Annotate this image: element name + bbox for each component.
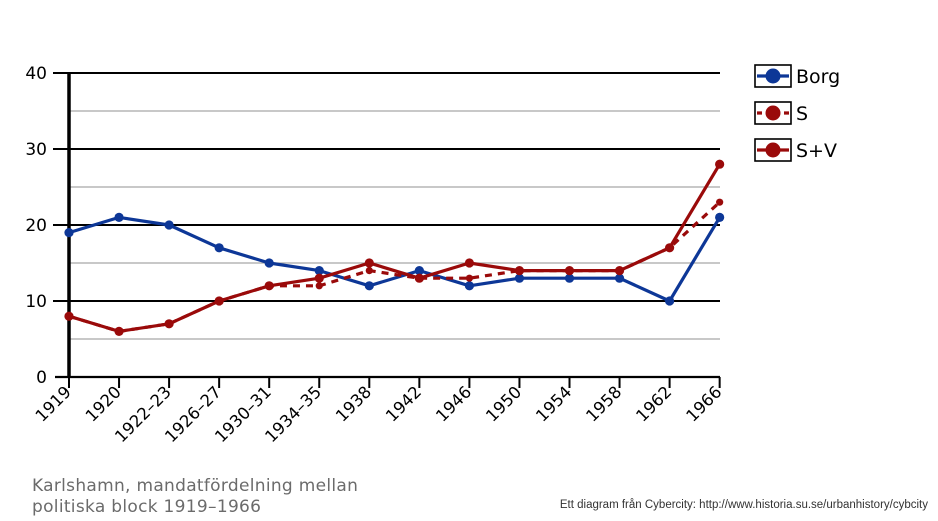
data-point <box>164 220 174 230</box>
chart-caption: Karlshamn, mandatfördelning mellan polit… <box>32 476 392 518</box>
legend-entry: Borg <box>754 64 840 88</box>
data-point <box>564 273 575 283</box>
x-tick-label: 1919 <box>32 382 75 425</box>
x-tick-label: 1920 <box>82 382 125 425</box>
series-line <box>68 163 722 333</box>
x-tick-label: 1966 <box>682 382 725 425</box>
data-point <box>214 243 224 253</box>
data-point <box>264 258 274 268</box>
data-point <box>264 281 274 291</box>
data-point <box>214 296 224 306</box>
legend-entry: S <box>754 101 808 125</box>
x-tick-label: 1962 <box>632 382 675 425</box>
data-point <box>514 266 525 276</box>
legend-swatch-marker <box>765 105 781 121</box>
data-point <box>464 258 474 268</box>
data-point <box>665 296 675 306</box>
data-point <box>716 198 724 206</box>
source-credit: Ett diagram från Cybercity: http://www.h… <box>559 499 928 511</box>
x-tick-label: 1954 <box>532 382 575 425</box>
x-tick-label: 1958 <box>582 382 625 425</box>
x-tick-label: 1942 <box>382 382 425 425</box>
data-point <box>64 311 74 321</box>
data-point <box>465 274 473 282</box>
data-point <box>314 273 324 283</box>
data-point <box>64 228 74 238</box>
legend-swatch-marker <box>765 68 781 84</box>
data-point <box>514 273 525 283</box>
data-point <box>414 273 424 283</box>
y-tick-label: 10 <box>25 292 47 312</box>
data-point <box>614 266 625 276</box>
data-point <box>715 212 725 222</box>
data-point <box>715 159 725 169</box>
x-tick-label: 1938 <box>332 382 375 425</box>
y-tick-label: 0 <box>36 368 47 388</box>
data-point <box>414 266 424 276</box>
data-point <box>614 273 625 283</box>
grid <box>53 72 720 340</box>
x-tick-label: 1950 <box>482 382 525 425</box>
plot-area <box>64 159 725 336</box>
legend-label: S <box>796 103 808 125</box>
y-tick-label: 40 <box>25 64 47 84</box>
data-point <box>164 319 174 329</box>
data-point <box>315 282 323 290</box>
y-tick-label: 30 <box>25 140 47 160</box>
data-point <box>464 281 474 291</box>
data-point <box>365 267 373 275</box>
data-point <box>364 281 374 291</box>
data-point <box>564 266 575 276</box>
legend: Borg S S+V <box>754 64 840 162</box>
y-tick-label: 20 <box>25 216 47 236</box>
series-line <box>68 215 722 303</box>
x-tick-label: 1946 <box>432 382 475 425</box>
caption-line-2: politiska block 1919–1966 <box>32 497 262 517</box>
legend-swatch-marker <box>765 142 781 158</box>
data-point <box>114 326 124 336</box>
legend-entry: S+V <box>754 138 837 162</box>
legend-label: S+V <box>796 140 837 162</box>
data-point <box>114 212 124 222</box>
legend-label: Borg <box>796 66 840 88</box>
data-point <box>314 266 324 276</box>
caption-line-1: Karlshamn, mandatfördelning mellan <box>32 476 359 496</box>
data-point <box>364 258 374 268</box>
data-point <box>665 243 675 253</box>
